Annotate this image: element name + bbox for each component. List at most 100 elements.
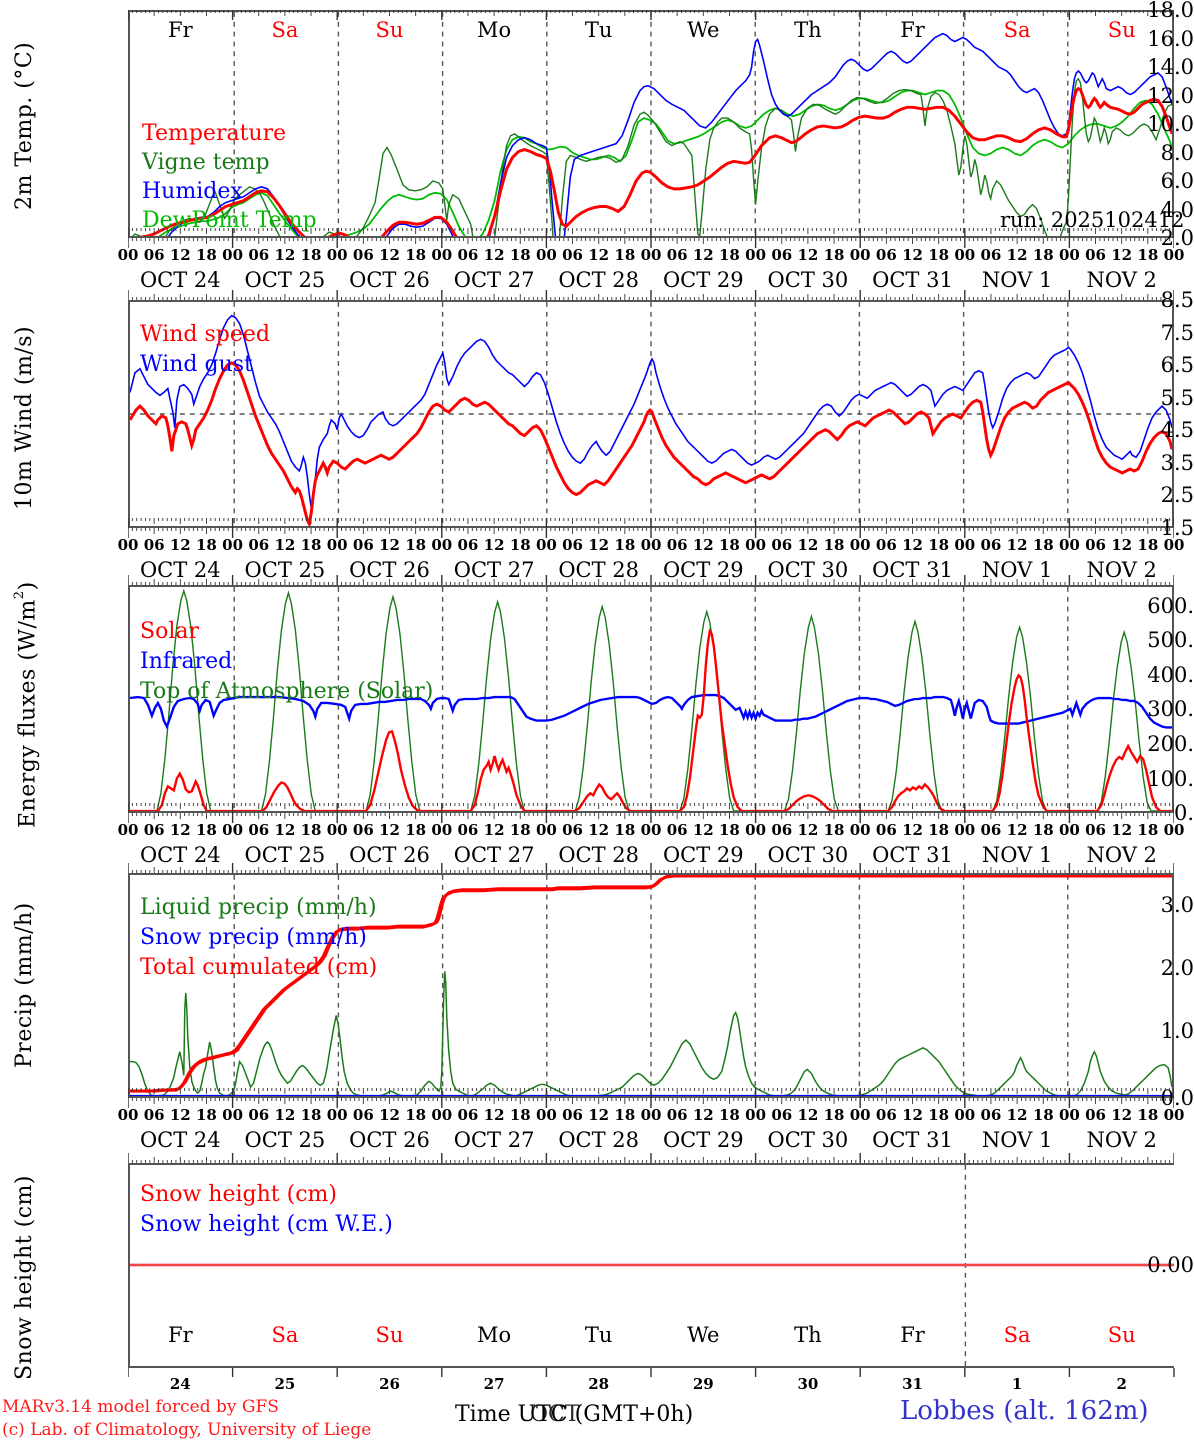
hour-tick-label: 06 bbox=[457, 536, 479, 554]
axis-tick-strip bbox=[128, 863, 1174, 873]
hour-tick-label: 06 bbox=[875, 246, 897, 264]
legend-wind-speed: Wind speed bbox=[140, 322, 271, 347]
hour-tick-label: 12 bbox=[1111, 246, 1133, 264]
hour-tick-label: 00 bbox=[849, 536, 871, 554]
hour-tick-label: 00 bbox=[222, 246, 244, 264]
day-label: NOV 2 bbox=[1086, 1128, 1157, 1152]
weekday-label-top: Mo bbox=[477, 18, 512, 42]
day-label: OCT 24 bbox=[139, 843, 221, 867]
hour-tick-label: 18 bbox=[300, 246, 322, 264]
legend-solar: Solar bbox=[140, 619, 199, 644]
hour-tick-label: 06 bbox=[980, 1106, 1002, 1124]
hour-tick-label: 00 bbox=[431, 536, 453, 554]
precip-y-axis-label: Precip (mm/h) bbox=[12, 902, 37, 1069]
day-label: OCT 28 bbox=[558, 1128, 640, 1152]
hour-tick-label: 12 bbox=[169, 246, 191, 264]
weekday-label-bottom: Fr bbox=[167, 1323, 193, 1347]
day-label: OCT 24 bbox=[139, 558, 221, 582]
legend-top-of-atmosphere: Top of Atmosphere (Solar) bbox=[140, 679, 434, 704]
hour-tick-label: 06 bbox=[875, 1106, 897, 1124]
hour-tick-label: 12 bbox=[483, 1106, 505, 1124]
day-label: OCT 25 bbox=[244, 268, 326, 292]
hour-tick-label: 18 bbox=[196, 246, 217, 264]
hour-tick-label: 00 bbox=[1058, 821, 1080, 839]
day-label: OCT 27 bbox=[453, 843, 535, 867]
weekday-label-bottom: Th bbox=[794, 1323, 822, 1347]
day-label: OCT 30 bbox=[767, 558, 849, 582]
hour-tick-label: 00 bbox=[849, 246, 871, 264]
weekday-label-bottom: We bbox=[687, 1323, 720, 1347]
run-label: run: 2025102412 bbox=[1000, 208, 1185, 232]
temperature-curves bbox=[132, 12, 1172, 236]
hour-tick-label: 12 bbox=[902, 1106, 923, 1124]
hour-tick-label: 18 bbox=[509, 536, 531, 554]
day-label: OCT 25 bbox=[244, 1128, 326, 1152]
hour-tick-label: 06 bbox=[143, 536, 165, 554]
hour-tick-label: 00 bbox=[326, 821, 348, 839]
hour-tick-label: 18 bbox=[614, 1106, 636, 1124]
day-label: OCT 30 bbox=[767, 1128, 849, 1152]
weekday-label-top: Sa bbox=[1003, 18, 1031, 42]
legend-snow-precip: Snow precip (mm/h) bbox=[140, 925, 367, 950]
weekday-label-bottom: Mo bbox=[477, 1323, 512, 1347]
hour-tick-label: 00 bbox=[954, 246, 976, 264]
ytick-label: 400. bbox=[1147, 662, 1194, 687]
axis-tick-strip bbox=[128, 1153, 1174, 1163]
hour-tick-label: 18 bbox=[1137, 821, 1159, 839]
hour-tick-label: 06 bbox=[352, 821, 374, 839]
day-number-label: 31 bbox=[902, 1375, 923, 1393]
hour-tick-label: 00 bbox=[745, 246, 767, 264]
hour-tick-label: 06 bbox=[1085, 821, 1106, 839]
hour-tick-label: 06 bbox=[1085, 1106, 1106, 1124]
ytick-label: 14.0 bbox=[1147, 55, 1194, 79]
hour-tick-label: 12 bbox=[169, 536, 191, 554]
day-label: OCT 31 bbox=[872, 1128, 953, 1152]
hour-tick-label: 12 bbox=[902, 536, 923, 554]
hour-tick-label: 12 bbox=[169, 1106, 191, 1124]
hour-tick-label: 12 bbox=[588, 1106, 610, 1124]
hour-tick-label: 18 bbox=[1137, 536, 1159, 554]
hour-tick-label: 12 bbox=[797, 821, 819, 839]
axis-tick-strip bbox=[128, 290, 1174, 300]
hour-tick-label: 00 bbox=[535, 246, 557, 264]
day-label: OCT 26 bbox=[349, 1128, 430, 1152]
day-label: OCT 30 bbox=[767, 843, 849, 867]
hour-tick-label: 00 bbox=[954, 1106, 976, 1124]
hour-tick-label: 06 bbox=[771, 536, 793, 554]
energy-y-axis-label: Energy fluxes (W/m2) bbox=[12, 581, 41, 829]
hour-tick-label: 00 bbox=[535, 821, 557, 839]
hour-tick-label: 18 bbox=[614, 246, 636, 264]
hour-tick-label: 00 bbox=[117, 536, 139, 554]
hour-tick-label: 18 bbox=[405, 821, 427, 839]
day-label: OCT 29 bbox=[662, 843, 744, 867]
day-label: NOV 1 bbox=[981, 268, 1053, 292]
panel-wind: 10m Wind (m/s) 8.5 7.5 6.5 5.5 4.5 3.5 2… bbox=[0, 288, 1194, 575]
day-label: OCT 28 bbox=[558, 558, 640, 582]
hour-tick-label: 00 bbox=[326, 1106, 348, 1124]
hour-tick-label: 00 bbox=[535, 536, 557, 554]
axis-tick-strip bbox=[128, 803, 1174, 813]
day-number-label: 28 bbox=[588, 1375, 610, 1393]
hour-tick-label: 00 bbox=[431, 1106, 453, 1124]
day-label: NOV 2 bbox=[1086, 558, 1157, 582]
hour-tick-label: 00 bbox=[954, 821, 976, 839]
hour-tick-label: 00 bbox=[117, 821, 139, 839]
hour-tick-label: 00 bbox=[1163, 821, 1185, 839]
hour-tick-label: 12 bbox=[274, 246, 296, 264]
hour-tick-label: 00 bbox=[849, 821, 871, 839]
ytick-label: 16.0 bbox=[1147, 26, 1194, 51]
hour-tick-label: 12 bbox=[1006, 246, 1028, 264]
day-label: NOV 1 bbox=[981, 843, 1053, 867]
hour-tick-label: 18 bbox=[509, 821, 531, 839]
day-label: OCT 28 bbox=[558, 268, 640, 292]
hour-tick-label: 06 bbox=[248, 821, 270, 839]
snow-axis-tick-strip bbox=[128, 1368, 1175, 1377]
hour-tick-label: 18 bbox=[1137, 1106, 1159, 1124]
hour-tick-label: 06 bbox=[771, 821, 793, 839]
ytick-label: 8.0 bbox=[1160, 140, 1194, 165]
hour-tick-label: 00 bbox=[849, 1106, 871, 1124]
hour-tick-label: 18 bbox=[1137, 246, 1159, 264]
ytick-label: 2.0 bbox=[1160, 226, 1194, 250]
precip-curves bbox=[130, 875, 1172, 1096]
footer-time-axis-label: Time UTC (GMT+0h) bbox=[455, 1402, 693, 1427]
